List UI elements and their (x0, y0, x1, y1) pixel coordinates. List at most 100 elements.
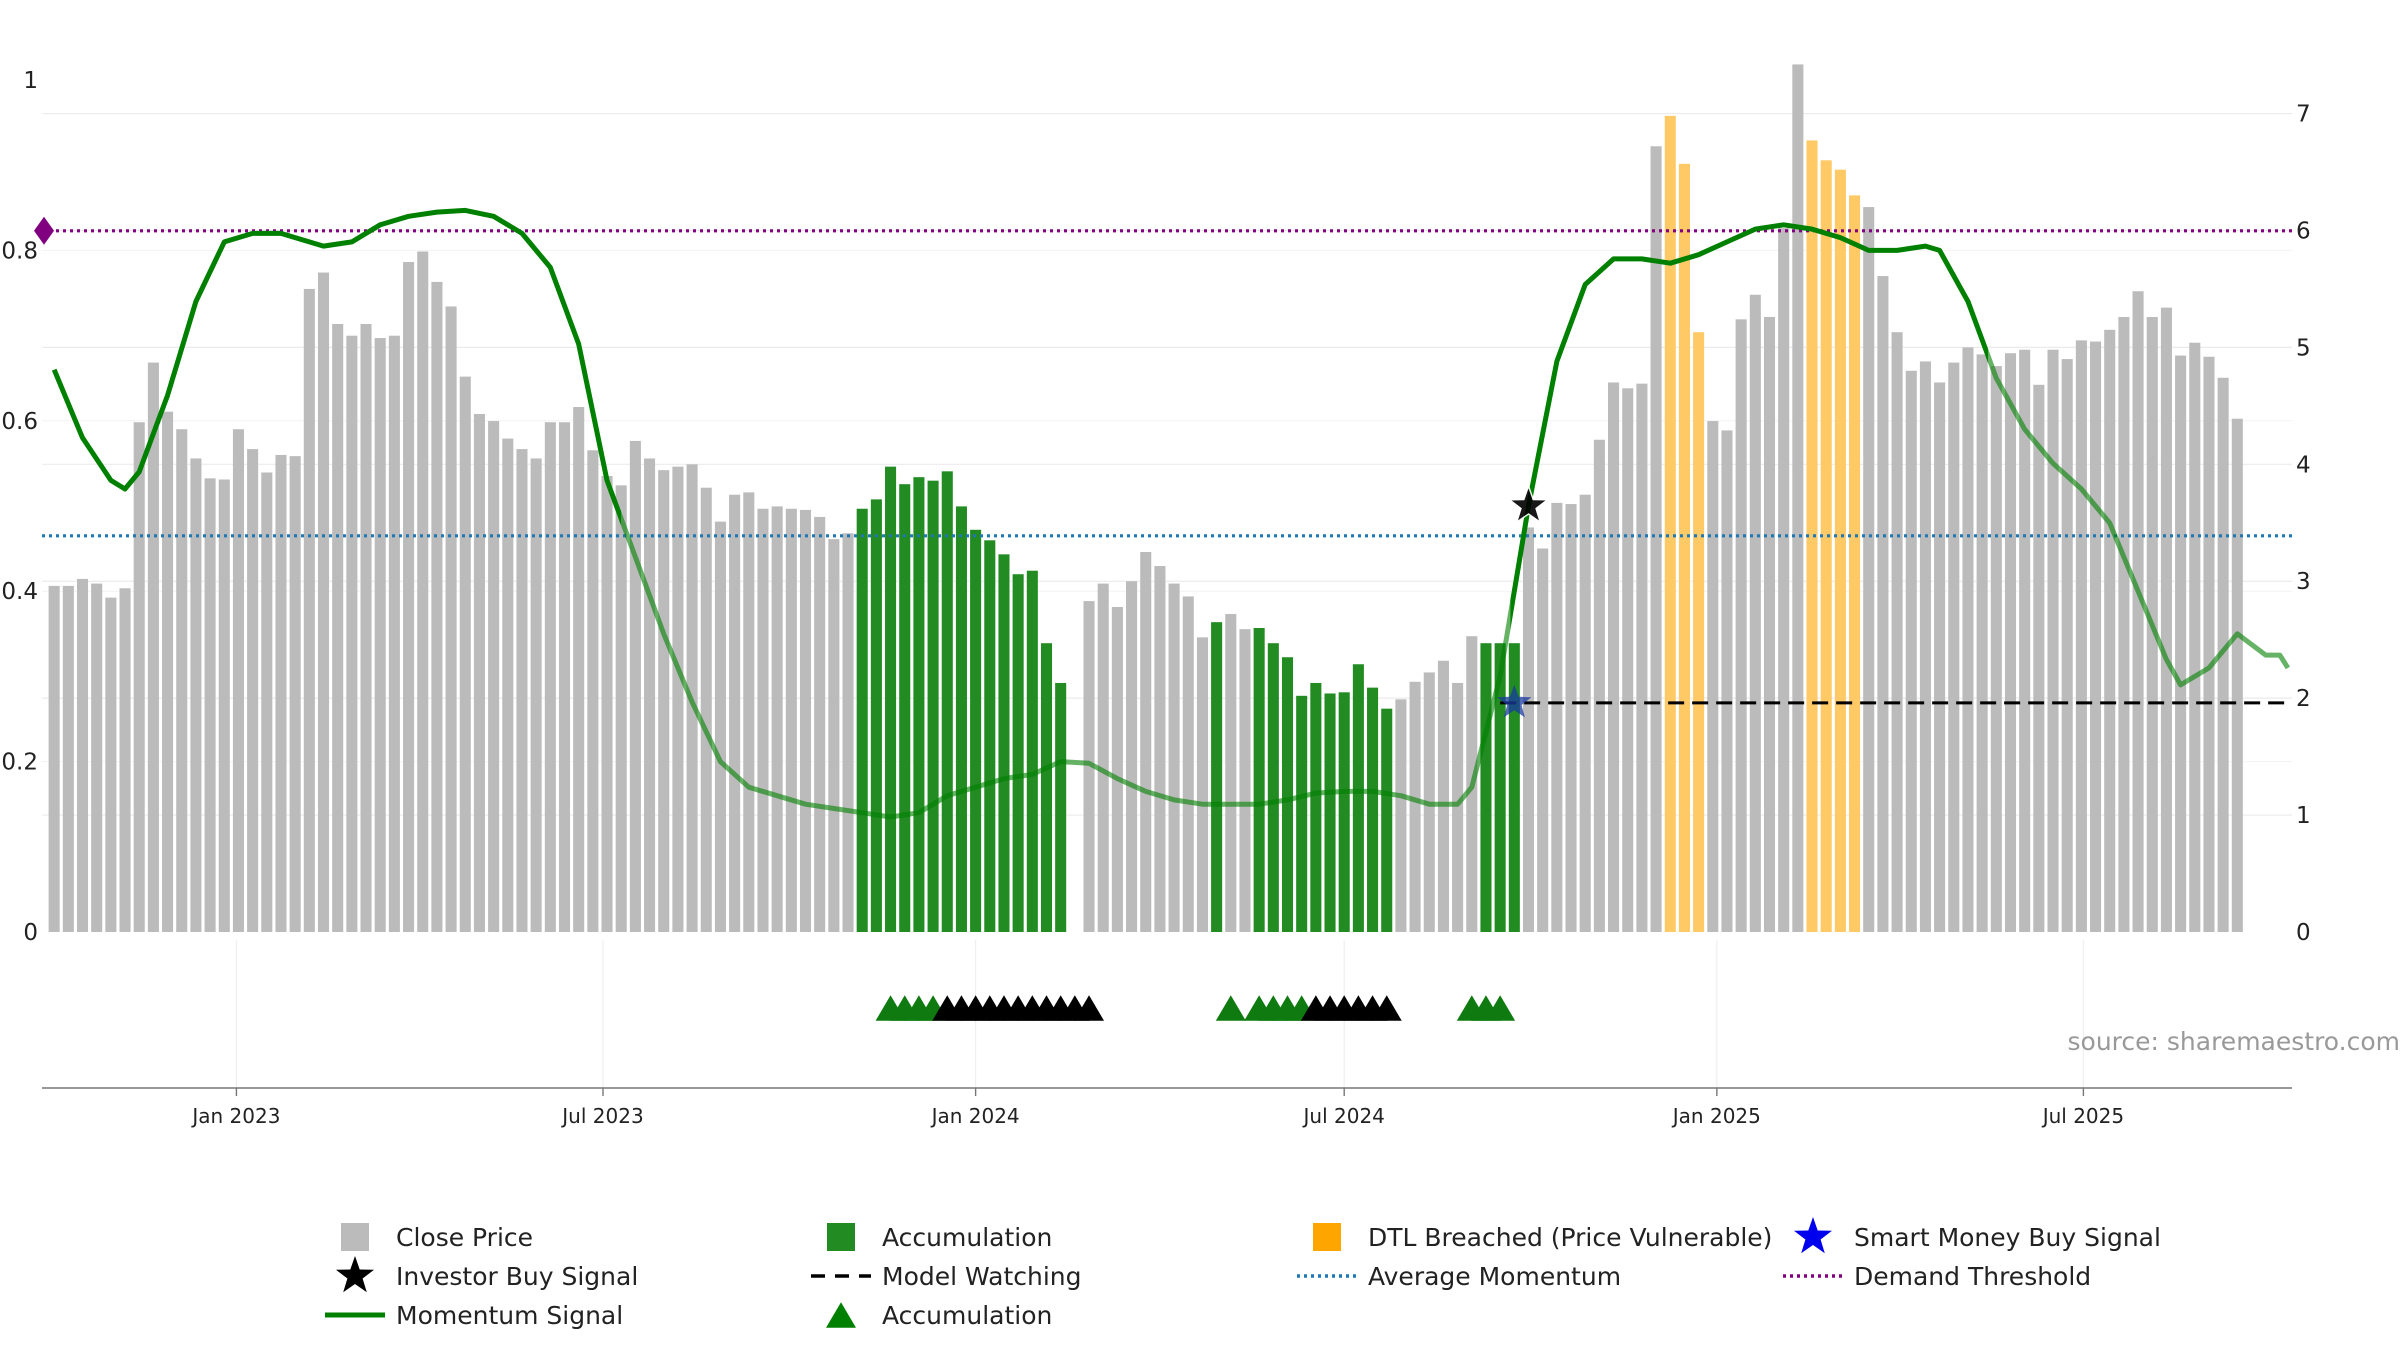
legend-label-6: Average Momentum (1368, 1262, 1621, 1291)
bar-close-price-99 (1452, 682, 1464, 932)
bar-close-price-28 (445, 306, 457, 932)
bar-close-price-139 (2019, 349, 2031, 932)
bar-dtl-breached-114 (1664, 115, 1676, 932)
legend-label-1: Accumulation (882, 1223, 1052, 1252)
legend: Close Price Accumulation DTL Breached (Pri… (325, 1217, 2161, 1330)
bar-accumulation-86 (1267, 643, 1279, 932)
bar-close-price-117 (1707, 421, 1719, 932)
legend-label-2: DTL Breached (Price Vulnerable) (1368, 1223, 1772, 1252)
y-left-tick-label-1: 0.2 (1, 750, 38, 776)
bar-accumulation-65 (970, 529, 982, 932)
bar-close-price-152 (2203, 356, 2215, 932)
bar-close-price-26 (417, 251, 429, 932)
bar-close-price-154 (2231, 418, 2243, 932)
bar-close-price-118 (1721, 430, 1733, 932)
bar-close-price-17 (289, 456, 301, 932)
accumulation-marker-green-11 (1485, 995, 1516, 1021)
bar-close-price-15 (261, 472, 273, 932)
bar-close-price-37 (573, 407, 585, 932)
bar-close-price-123 (1792, 64, 1804, 932)
bar-close-price-0 (48, 585, 60, 932)
bar-close-price-78 (1154, 566, 1166, 932)
bar-close-price-32 (502, 438, 514, 932)
bar-close-price-75 (1111, 606, 1123, 932)
y-right-tick-label-3: 3 (2296, 569, 2311, 595)
bar-close-price-11 (204, 478, 216, 932)
x-tick-label-3: Jul 2024 (1302, 1104, 1385, 1128)
bar-close-price-151 (2189, 342, 2201, 932)
bar-close-price-31 (488, 421, 500, 932)
y-right-tick-label-2: 2 (2296, 686, 2311, 712)
bar-close-price-34 (530, 458, 542, 932)
bar-close-price-47 (714, 521, 726, 932)
bar-close-price-39 (601, 476, 613, 932)
bar-close-price-142 (2061, 359, 2073, 933)
bar-close-price-106 (1551, 502, 1563, 932)
bar-accumulation-101 (1480, 643, 1492, 932)
bar-accumulation-102 (1494, 643, 1506, 932)
bar-close-price-8 (162, 411, 174, 932)
bar-close-price-48 (729, 494, 741, 932)
bar-close-price-113 (1650, 146, 1662, 932)
bar-close-price-41 (629, 440, 641, 932)
bar-close-price-121 (1763, 316, 1776, 932)
y-right-tick-label-0: 0 (2296, 920, 2311, 946)
bar-close-price-105 (1537, 548, 1549, 932)
bar-close-price-138 (2004, 353, 2017, 932)
legend-label-0: Close Price (396, 1223, 533, 1252)
bar-close-price-149 (2160, 307, 2172, 933)
bar-accumulation-103 (1508, 643, 1520, 932)
legend-label-5: Model Watching (882, 1262, 1082, 1291)
bar-close-price-122 (1778, 228, 1790, 933)
bar-accumulation-58 (870, 499, 882, 932)
bar-close-price-96 (1409, 681, 1421, 932)
investor-buy-signal-star (1507, 483, 1550, 525)
bar-close-price-29 (459, 376, 471, 933)
bar-close-price-84 (1239, 629, 1251, 932)
bar-close-price-120 (1749, 294, 1761, 932)
bar-close-price-134 (1948, 362, 1960, 933)
bar-accumulation-69 (1026, 570, 1038, 932)
smart-money-buy-signal-star (1497, 684, 1532, 718)
bar-close-price-24 (388, 335, 400, 932)
legend-label-9: Accumulation (882, 1301, 1052, 1330)
legend-swatch-0 (341, 1223, 369, 1251)
bar-close-price-150 (2175, 355, 2187, 933)
accumulation-marker-black-16 (1371, 995, 1402, 1021)
bar-close-price-18 (303, 288, 315, 932)
x-tick-label-4: Jan 2025 (1671, 1104, 1761, 1128)
bar-close-price-20 (332, 324, 344, 932)
bar-accumulation-70 (1040, 643, 1053, 932)
bar-dtl-breached-127 (1849, 195, 1861, 932)
bar-close-price-108 (1579, 494, 1591, 932)
legend-triangle-9 (826, 1302, 856, 1328)
bar-close-price-54 (814, 516, 826, 932)
bar-close-price-1 (62, 585, 74, 932)
bar-accumulation-60 (899, 484, 911, 932)
bar-accumulation-88 (1296, 695, 1308, 932)
legend-label-4: Investor Buy Signal (396, 1262, 638, 1291)
accumulation-marker-green-4 (1215, 995, 1246, 1021)
price-bars (48, 64, 2243, 933)
bar-accumulation-91 (1338, 692, 1350, 932)
bar-close-price-146 (2118, 316, 2130, 932)
bar-close-price-46 (700, 487, 712, 932)
bar-accumulation-93 (1367, 687, 1379, 932)
bar-close-price-119 (1735, 319, 1747, 932)
bar-close-price-2 (76, 578, 89, 932)
bar-close-price-53 (799, 509, 812, 932)
y-left-tick-label-4: 0.8 (1, 238, 38, 264)
momentum-signal-layer (51, 207, 2291, 820)
bar-close-price-36 (558, 422, 571, 932)
bar-close-price-16 (275, 454, 287, 932)
bar-close-price-43 (658, 470, 670, 932)
bar-close-price-128 (1863, 207, 1875, 933)
bar-close-price-30 (473, 414, 485, 932)
bar-accumulation-61 (913, 477, 925, 932)
bar-close-price-35 (544, 422, 556, 932)
y-right-tick-label-5: 5 (2296, 335, 2311, 361)
bar-close-price-21 (346, 335, 358, 932)
grid-layer (42, 112, 2292, 816)
legend-item-3: Smart Money Buy Signal (1794, 1217, 2161, 1254)
